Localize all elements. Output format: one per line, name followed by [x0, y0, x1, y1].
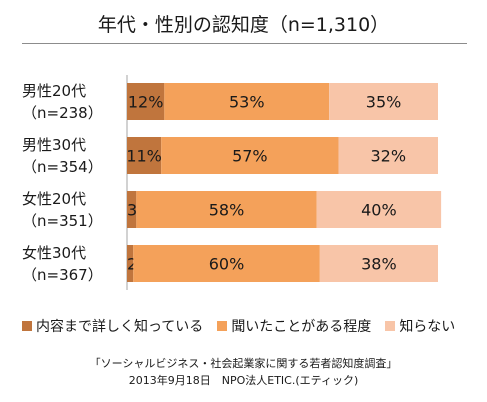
category-label: （n=367） — [22, 266, 103, 284]
bar-detailed — [127, 245, 134, 282]
bar-detailed — [127, 83, 165, 120]
legend-swatch-unknown — [385, 321, 396, 331]
bar-heard — [136, 191, 317, 228]
data-label-heard: 58% — [209, 201, 245, 220]
legend-label-detailed: 内容まで詳しく知っている — [36, 319, 204, 335]
data-label-unknown: 40% — [361, 201, 397, 220]
legend-item-detailed: 内容まで詳しく知っている — [22, 316, 203, 336]
legend-swatch-detailed — [22, 321, 32, 331]
legend-item-heard: 聞いたことがある程度 — [217, 316, 371, 336]
legend-label-unknown: 知らない — [399, 319, 456, 335]
category-label: 男性20代 — [22, 82, 86, 100]
data-label-detailed: 12% — [128, 93, 164, 112]
data-label-heard: 53% — [229, 93, 265, 112]
category-label: 女性20代 — [22, 190, 86, 208]
source-date-org: 2013年9月18日 NPO法人ETIC.(エティック) — [128, 374, 359, 387]
bar-heard — [161, 137, 339, 174]
data-label-heard: 60% — [209, 255, 245, 274]
category-label: 男性30代 — [22, 136, 86, 154]
title-divider — [22, 43, 467, 44]
data-label-heard: 57% — [232, 147, 268, 166]
data-label-unknown: 38% — [361, 255, 397, 274]
bar-detailed — [127, 191, 137, 228]
bar-detailed — [127, 137, 162, 174]
category-label: 女性30代 — [22, 244, 86, 262]
legend-item-unknown: 知らない — [385, 316, 455, 336]
data-label-unknown: 35% — [366, 93, 402, 112]
bar-heard — [133, 245, 320, 282]
chart-title: 年代・性別の認知度（n=1,310） — [97, 14, 390, 36]
bar-unknown — [316, 191, 442, 228]
legend-swatch-heard — [217, 321, 228, 331]
category-label: （n=354） — [22, 158, 103, 176]
data-label-detailed: 11% — [126, 147, 162, 166]
data-label-unknown: 32% — [370, 147, 406, 166]
chart-legend: 内容まで詳しく知っている 聞いたことがある程度 知らない — [22, 316, 467, 336]
bar-unknown — [319, 245, 438, 282]
legend-label-heard: 聞いたことがある程度 — [231, 319, 372, 335]
category-label: （n=238） — [22, 104, 103, 122]
bar-heard — [164, 83, 330, 120]
bar-unknown — [329, 83, 438, 120]
source-survey-title: 「ソーシャルビジネス・社会起業家に関する若者認知度調査」 — [89, 357, 398, 370]
bar-unknown — [338, 137, 438, 174]
category-label: （n=351） — [22, 212, 103, 230]
